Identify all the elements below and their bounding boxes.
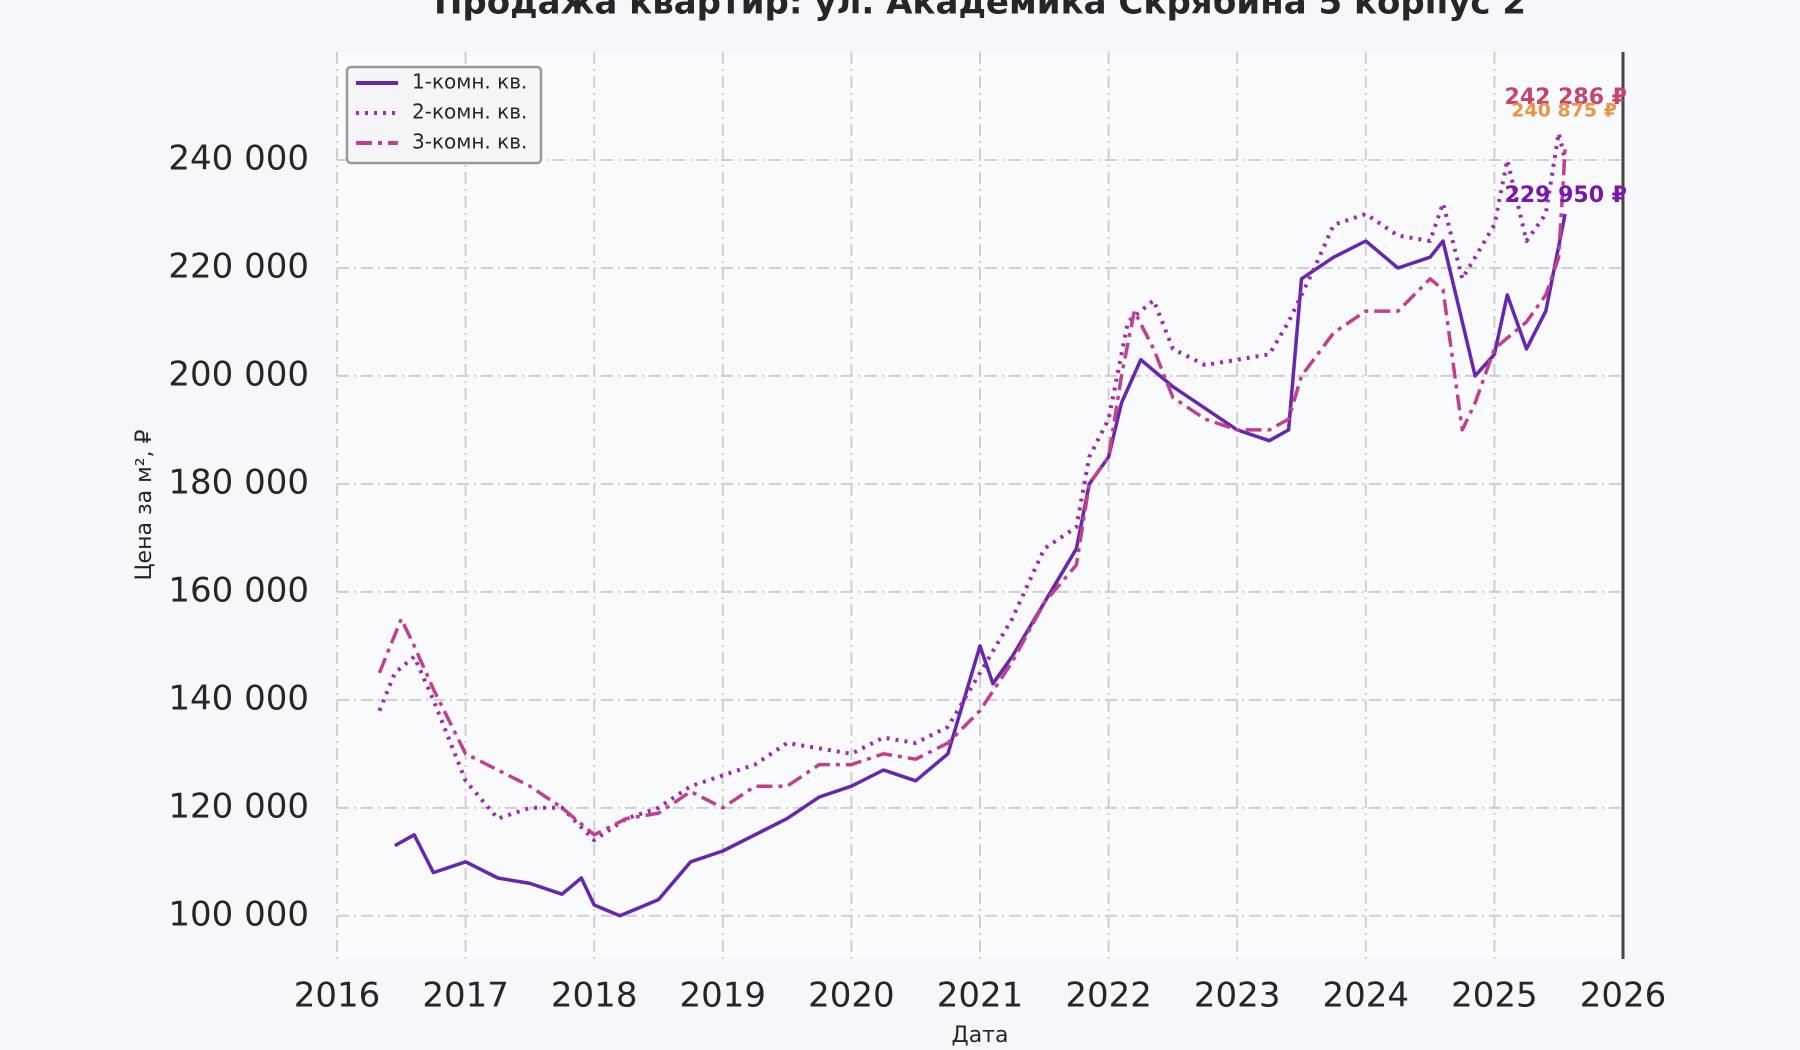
x-tick-label: 2018 [551, 976, 638, 1016]
legend-label: 2-комн. кв. [412, 100, 527, 124]
x-tick-label: 2017 [422, 976, 509, 1016]
legend: 1-комн. кв. 2-комн. кв. 3-комн. кв. [345, 65, 543, 165]
x-tick-label: 2021 [937, 976, 1024, 1016]
legend-label: 1-комн. кв. [412, 70, 527, 94]
y-tick-label: 220 000 [168, 246, 309, 286]
x-tick-label: 2022 [1065, 976, 1152, 1016]
legend-box [345, 65, 543, 165]
y-tick-label: 240 000 [168, 138, 309, 178]
y-tick-label: 200 000 [168, 354, 309, 394]
y-tick-label: 160 000 [168, 570, 309, 610]
x-tick-label: 2026 [1580, 976, 1667, 1016]
y-tick-label: 120 000 [168, 786, 309, 826]
x-tick-label: 2019 [680, 976, 767, 1016]
chart-title: Продажа квартир: ул. Академика Скрябина … [434, 0, 1526, 23]
x-tick-label: 2025 [1451, 976, 1538, 1016]
legend-label: 3-комн. кв. [412, 130, 527, 154]
x-tick-label: 2023 [1194, 976, 1281, 1016]
annotation: 229 950 ₽ [1505, 183, 1627, 208]
y-tick-label: 180 000 [168, 462, 309, 502]
y-axis-label: Цена за м², ₽ [132, 429, 157, 580]
x-tick-label: 2020 [808, 976, 895, 1016]
y-tick-label: 140 000 [168, 678, 309, 718]
y-tick-label: 100 000 [168, 894, 309, 934]
annotation: 240 875 ₽ [1511, 100, 1617, 122]
x-axis-label: Дата [952, 1023, 1009, 1048]
x-tick-label: 2024 [1323, 976, 1410, 1016]
annotation: 242 286 ₽ [1505, 85, 1627, 110]
series-line [377, 149, 1567, 837]
x-tick-label: 2016 [294, 976, 381, 1016]
